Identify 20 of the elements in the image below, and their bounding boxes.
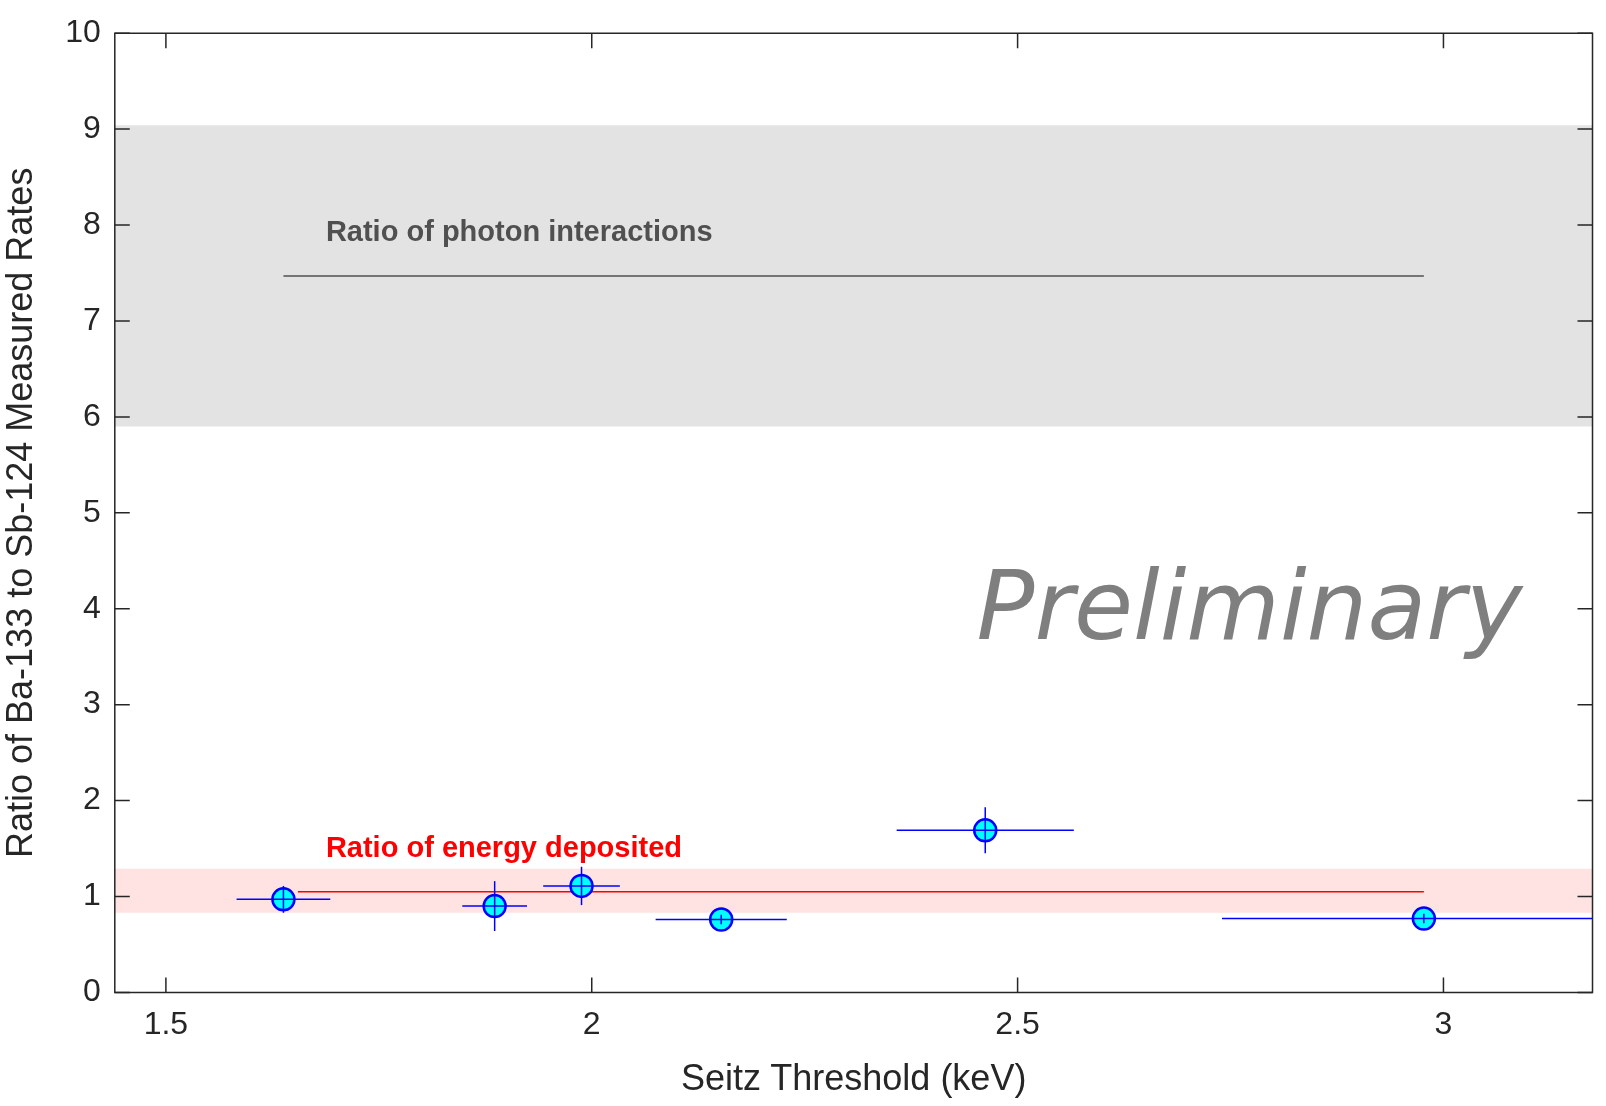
series-label: Ratio of energy deposited <box>325 830 683 863</box>
y-axis-title: Ratio of Ba-133 to Sb-124 Measured Rates <box>0 167 40 858</box>
annotation: Preliminary <box>976 549 1524 662</box>
series-label: Ratio of photon interactions <box>325 214 713 247</box>
x-axis-title: Seitz Threshold (keV) <box>680 1057 1027 1099</box>
x-tick-label: 2 <box>582 1005 601 1042</box>
y-tick-label: 6 <box>83 396 101 433</box>
y-tick-label: 7 <box>83 300 101 337</box>
y-tick-label: 3 <box>83 684 101 721</box>
y-tick-label: 0 <box>83 972 101 1009</box>
x-tick-label: 3 <box>1434 1005 1453 1042</box>
y-tick-label: 10 <box>65 13 101 50</box>
y-tick-label: 2 <box>83 780 101 817</box>
x-tick-label: 2.5 <box>995 1005 1040 1042</box>
y-tick-label: 9 <box>83 108 101 145</box>
x-tick-label: 1.5 <box>143 1005 189 1042</box>
y-tick-label: 8 <box>83 204 101 241</box>
y-tick-label: 1 <box>83 876 101 913</box>
y-tick-label: 4 <box>83 588 101 625</box>
y-tick-label: 5 <box>83 492 101 529</box>
